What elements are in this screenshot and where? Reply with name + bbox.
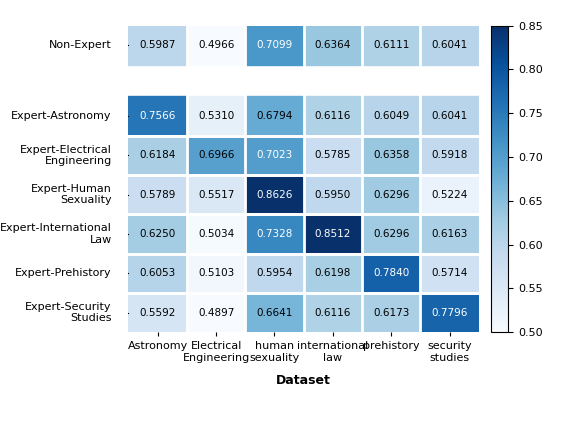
Bar [245,253,304,293]
Bar [187,26,245,65]
Text: 0.6198: 0.6198 [315,268,351,278]
Bar [245,293,304,332]
Bar [128,135,187,175]
Text: 0.7796: 0.7796 [432,308,468,318]
Text: 0.5987: 0.5987 [140,40,176,50]
Text: 0.5310: 0.5310 [198,111,234,121]
Text: 0.6041: 0.6041 [432,40,468,50]
Bar [362,26,420,65]
Text: 0.6049: 0.6049 [373,111,409,121]
Text: 0.5592: 0.5592 [140,308,176,318]
Text: 0.4966: 0.4966 [198,40,234,50]
Bar [187,135,245,175]
Text: 0.7328: 0.7328 [256,229,293,239]
Bar [304,135,362,175]
Bar [304,175,362,214]
Bar [187,175,245,214]
Bar [420,293,479,332]
Text: 0.7840: 0.7840 [373,268,409,278]
Bar [304,96,362,135]
Bar [245,135,304,175]
Bar [245,175,304,214]
Text: 0.6250: 0.6250 [140,229,176,239]
Bar [362,253,420,293]
Text: 0.5224: 0.5224 [432,190,468,200]
Bar [362,135,420,175]
Bar [128,175,187,214]
Bar [304,253,362,293]
Bar [245,96,304,135]
Text: 0.6966: 0.6966 [198,150,234,160]
Bar [304,293,362,332]
Bar [128,214,187,253]
Text: 0.4897: 0.4897 [198,308,234,318]
Bar [187,96,245,135]
Text: 0.5517: 0.5517 [198,190,234,200]
Text: 0.5918: 0.5918 [432,150,468,160]
Bar [362,214,420,253]
Bar [362,293,420,332]
Text: 0.6184: 0.6184 [140,150,176,160]
Text: 0.5103: 0.5103 [198,268,234,278]
Text: 0.6364: 0.6364 [315,40,351,50]
Bar [187,293,245,332]
Text: 0.6641: 0.6641 [256,308,293,318]
Text: 0.7023: 0.7023 [256,150,293,160]
Bar [187,214,245,253]
Text: 0.5789: 0.5789 [140,190,176,200]
Bar [420,26,479,65]
Bar [304,214,362,253]
Text: 0.5034: 0.5034 [198,229,234,239]
Bar [128,293,187,332]
Text: 0.7099: 0.7099 [256,40,293,50]
Text: 0.5954: 0.5954 [256,268,293,278]
Text: 0.6116: 0.6116 [315,111,351,121]
Text: 0.7566: 0.7566 [140,111,176,121]
Bar [362,175,420,214]
Text: 0.6116: 0.6116 [315,308,351,318]
X-axis label: Dataset: Dataset [276,374,331,387]
Text: 0.6041: 0.6041 [432,111,468,121]
Text: 0.6296: 0.6296 [373,229,409,239]
Bar [304,26,362,65]
Text: 0.6296: 0.6296 [373,190,409,200]
Text: 0.6111: 0.6111 [373,40,409,50]
Bar [420,135,479,175]
Bar [420,96,479,135]
Text: 0.6053: 0.6053 [140,268,176,278]
Text: 0.5714: 0.5714 [432,268,468,278]
Bar [187,253,245,293]
Text: 0.6173: 0.6173 [373,308,409,318]
Text: 0.6163: 0.6163 [432,229,468,239]
Bar [420,253,479,293]
Text: 0.5950: 0.5950 [315,190,351,200]
Bar [245,26,304,65]
Text: 0.8512: 0.8512 [315,229,351,239]
Bar [420,175,479,214]
Bar [245,214,304,253]
Bar [362,96,420,135]
Text: 0.8626: 0.8626 [256,190,293,200]
Bar [128,253,187,293]
Bar [128,96,187,135]
Bar [128,26,187,65]
Text: 0.6358: 0.6358 [373,150,409,160]
Text: 0.5785: 0.5785 [315,150,351,160]
Bar [420,214,479,253]
Text: 0.6794: 0.6794 [256,111,293,121]
